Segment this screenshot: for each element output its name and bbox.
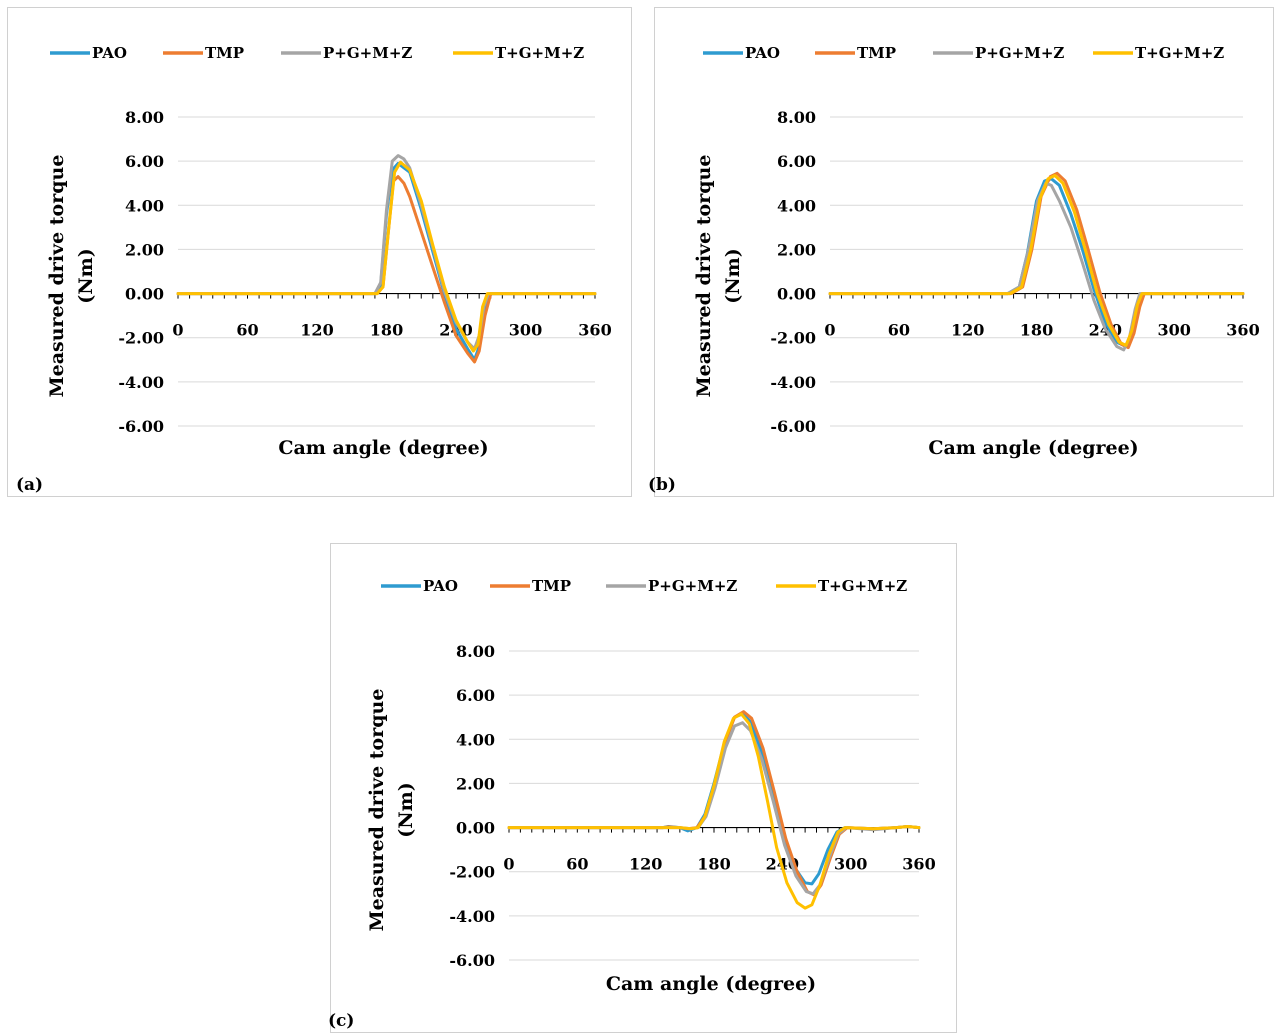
y-tick-label: 8.00 [125,108,164,127]
y-axis-title: Measured drive torque [693,155,715,398]
y-tick-label: -4.00 [449,907,495,926]
panel-label: (b) [648,475,676,495]
series-line-t-g-m-z [507,712,921,910]
y-tick-label: 6.00 [777,152,816,171]
panel-label: (c) [328,1011,354,1031]
legend-label: T+G+M+Z [818,577,907,595]
y-tick-label: 0.00 [456,819,495,838]
legend-label: TMP [532,577,571,595]
chart-svg-b: 8.00 6.00 4.00 2.00 0.00 -2.00 -4.00 -6.00 0 60 12… [648,44,1260,495]
x-tick-label: 360 [902,855,935,874]
chart-panel-b: 8.00 6.00 4.00 2.00 0.00 -2.00 -4.00 -6.00 0 60 12… [648,7,1274,497]
legend-label: P+G+M+Z [648,577,737,595]
chart-panel-a: 8.00 6.00 4.00 2.00 0.00 -2.00 -4.00 -6.00 0 60 12… [7,7,632,497]
x-tick-label: 180 [697,855,730,874]
y-tick-label: -2.00 [118,329,164,348]
chart-panel-c: 8.00 6.00 4.00 2.00 0.00 -2.00 -4.00 -6.00 0 60 12… [328,543,957,1033]
x-axis-title: Cam angle (degree) [606,973,816,995]
x-tick-label: 180 [1020,321,1053,340]
series-line-t-g-m-z [828,174,1245,347]
y-tick-label: 4.00 [125,196,164,215]
x-tick-label: 120 [629,855,662,874]
y-tick-label: 6.00 [125,152,164,171]
legend-label: PAO [92,44,127,62]
y-tick-label: -4.00 [118,373,164,392]
y-tick-label: 8.00 [777,108,816,127]
legend-label: T+G+M+Z [1135,44,1224,62]
panel-label: (a) [16,475,43,495]
x-tick-label: 0 [824,321,835,340]
y-axis-unit: (Nm) [75,248,97,303]
legend-label: TMP [857,44,896,62]
legend-label: T+G+M+Z [495,44,584,62]
legend-label: PAO [745,44,780,62]
y-tick-label: 8.00 [456,642,495,661]
legend-label: TMP [205,44,244,62]
x-tick-label: 0 [503,855,514,874]
x-axis-title: Cam angle (degree) [278,437,488,459]
chart-svg-a: 8.00 6.00 4.00 2.00 0.00 -2.00 -4.00 -6.00 0 60 12… [16,44,612,495]
x-tick-label: 120 [951,321,984,340]
y-tick-label: -6.00 [449,951,495,970]
x-tick-label: 60 [236,321,258,340]
y-tick-label: 4.00 [777,196,816,215]
y-axis-title: Measured drive torque [46,155,68,398]
x-tick-label: 300 [1157,321,1190,340]
y-tick-label: 4.00 [456,730,495,749]
y-tick-label: -4.00 [770,373,816,392]
series-line-t-g-m-z [176,160,597,353]
x-tick-label: 360 [1226,321,1259,340]
y-tick-label: 0.00 [777,285,816,304]
x-axis-title: Cam angle (degree) [928,437,1138,459]
y-tick-label: 0.00 [125,285,164,304]
legend-label: P+G+M+Z [975,44,1064,62]
x-tick-label: 360 [578,321,611,340]
y-axis-unit: (Nm) [722,248,744,303]
x-tick-label: 300 [834,855,867,874]
x-tick-label: 0 [172,321,183,340]
y-axis-unit: (Nm) [395,782,417,837]
y-tick-label: -6.00 [118,417,164,436]
x-tick-label: 60 [566,855,588,874]
y-tick-label: -6.00 [770,417,816,436]
x-tick-label: 300 [509,321,542,340]
x-tick-label: 60 [888,321,910,340]
y-tick-label: 6.00 [456,686,495,705]
x-tick-label: 120 [300,321,333,340]
x-tick-label: 180 [370,321,403,340]
legend-label: P+G+M+Z [323,44,412,62]
y-tick-label: 2.00 [777,240,816,259]
y-tick-label: -2.00 [449,863,495,882]
chart-svg-c: 8.00 6.00 4.00 2.00 0.00 -2.00 -4.00 -6.00 0 60 12… [328,577,936,1031]
y-axis-title: Measured drive torque [366,689,388,932]
y-tick-label: 2.00 [125,240,164,259]
y-tick-label: -2.00 [770,329,816,348]
y-tick-label: 2.00 [456,774,495,793]
legend-label: PAO [423,577,458,595]
